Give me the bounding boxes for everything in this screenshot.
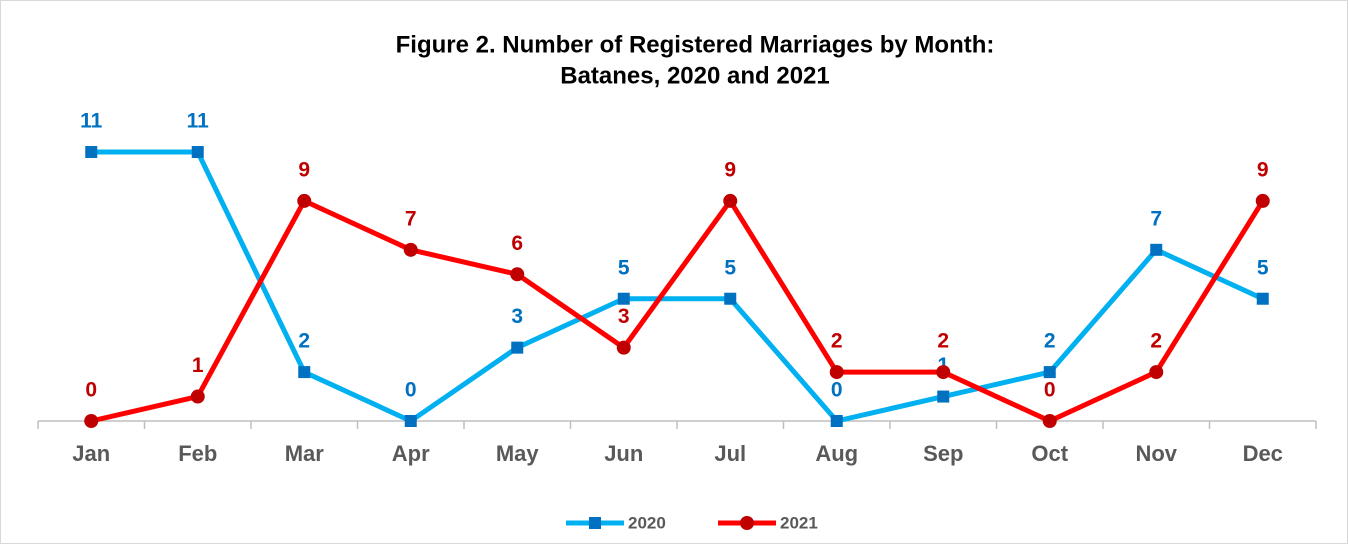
data-label: 3 bbox=[511, 305, 523, 328]
data-label: 0 bbox=[85, 379, 97, 402]
data-label: 5 bbox=[618, 256, 630, 279]
data-label: 2 bbox=[831, 330, 843, 353]
data-label: 1 bbox=[192, 354, 204, 377]
data-label: 2 bbox=[937, 330, 949, 353]
data-label: 2 bbox=[298, 330, 310, 353]
data-point bbox=[191, 146, 204, 158]
data-point bbox=[84, 414, 99, 428]
data-label: 9 bbox=[724, 158, 736, 181]
data-label: 9 bbox=[298, 158, 310, 181]
x-tick-label: Jan bbox=[72, 441, 110, 466]
legend-marker bbox=[740, 516, 754, 530]
data-label: 6 bbox=[511, 232, 523, 255]
data-label: 7 bbox=[1150, 207, 1162, 230]
data-label: 3 bbox=[618, 305, 630, 328]
data-label: 5 bbox=[724, 256, 736, 279]
x-tick-label: Dec bbox=[1243, 441, 1283, 466]
data-point bbox=[190, 389, 205, 404]
data-label: 0 bbox=[405, 379, 417, 402]
data-label: 11 bbox=[80, 110, 103, 133]
data-label: 5 bbox=[1257, 256, 1269, 279]
data-point bbox=[1255, 193, 1270, 208]
legend-label: 2021 bbox=[780, 513, 818, 532]
data-label: 2 bbox=[1150, 330, 1162, 353]
data-point bbox=[829, 365, 844, 380]
data-point bbox=[85, 146, 98, 158]
data-point bbox=[1149, 365, 1164, 380]
data-point bbox=[511, 341, 524, 354]
data-label: 7 bbox=[405, 207, 417, 230]
data-point bbox=[404, 415, 417, 427]
x-tick-label: Apr bbox=[392, 441, 430, 466]
legend-marker bbox=[589, 517, 601, 529]
legend-label: 2020 bbox=[628, 513, 666, 532]
data-label: 9 bbox=[1257, 158, 1269, 181]
data-point bbox=[297, 193, 312, 208]
x-tick-label: Sep bbox=[923, 441, 963, 466]
chart-title: Batanes, 2020 and 2021 bbox=[560, 62, 830, 89]
data-point bbox=[1150, 243, 1163, 256]
x-tick-label: Jul bbox=[714, 441, 746, 466]
x-tick-label: Feb bbox=[178, 441, 217, 466]
x-tick-label: Oct bbox=[1031, 441, 1068, 466]
x-tick-label: Aug bbox=[815, 441, 858, 466]
data-point bbox=[1043, 366, 1056, 379]
x-tick-label: Jun bbox=[604, 441, 643, 466]
x-tick-label: May bbox=[496, 441, 540, 466]
data-label: 11 bbox=[187, 110, 210, 133]
chart-title: Figure 2. Number of Registered Marriages… bbox=[396, 31, 995, 58]
data-point bbox=[936, 365, 951, 380]
line-series bbox=[90, 198, 1265, 424]
data-point bbox=[298, 366, 311, 379]
data-point bbox=[403, 242, 418, 257]
data-point bbox=[1256, 292, 1269, 305]
data-point bbox=[830, 415, 843, 427]
data-point bbox=[937, 390, 950, 403]
data-point bbox=[723, 193, 738, 208]
data-point bbox=[510, 267, 525, 282]
data-label: 0 bbox=[831, 379, 843, 402]
data-point bbox=[617, 292, 630, 305]
data-point bbox=[724, 292, 737, 305]
data-label: 0 bbox=[1044, 379, 1056, 402]
x-tick-label: Mar bbox=[285, 441, 325, 466]
line-series bbox=[91, 149, 1264, 424]
x-tick-label: Nov bbox=[1135, 441, 1177, 466]
data-point bbox=[616, 340, 631, 355]
data-label: 2 bbox=[1044, 330, 1056, 353]
data-point bbox=[1042, 414, 1057, 428]
